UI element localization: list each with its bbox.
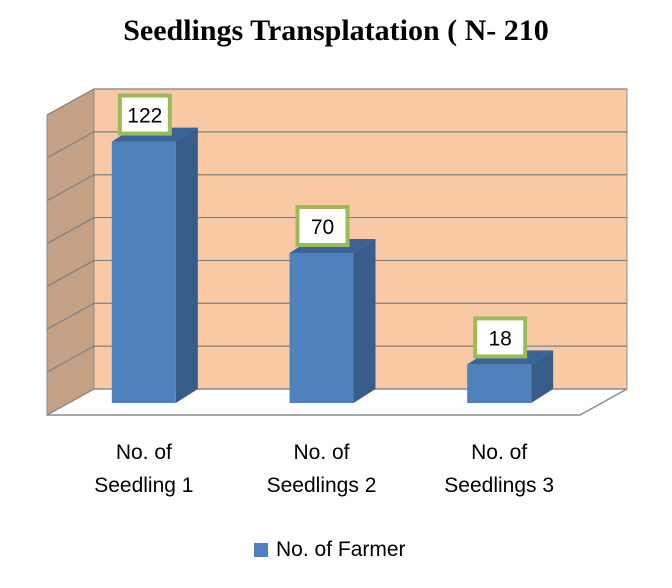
data-label: 18 [488, 327, 511, 350]
category-label: No. of [116, 441, 172, 464]
gridline-side [46, 345, 95, 373]
category-label: Seedlings 2 [267, 474, 377, 497]
bar-side [175, 127, 198, 404]
data-label-box [117, 93, 172, 136]
bar-side [353, 239, 376, 403]
gridline-side [46, 174, 95, 202]
gridline-side [46, 131, 95, 159]
chart-title: Seedlings Transplatation ( N- 210 [123, 14, 549, 47]
data-label-box [295, 205, 350, 247]
category-label: No. of [293, 441, 349, 464]
bar [467, 364, 532, 403]
gridline-side [46, 302, 95, 330]
legend-label: No. of Farmer [276, 538, 406, 561]
gridline-side [46, 259, 95, 287]
category-label: Seedling 1 [94, 474, 193, 497]
data-label-box [473, 316, 528, 359]
legend: No. of Farmer [254, 538, 406, 562]
data-label: 122 [127, 105, 162, 128]
category-label: No. of [471, 441, 527, 464]
bar-side [531, 350, 554, 403]
legend-swatch [254, 543, 268, 557]
category-label: Seedlings 3 [444, 474, 554, 497]
bar [111, 141, 176, 404]
bar [289, 253, 354, 403]
gridline-side [46, 217, 95, 245]
gridline-side [46, 88, 95, 116]
data-label: 70 [311, 216, 334, 239]
side-wall [46, 88, 95, 416]
